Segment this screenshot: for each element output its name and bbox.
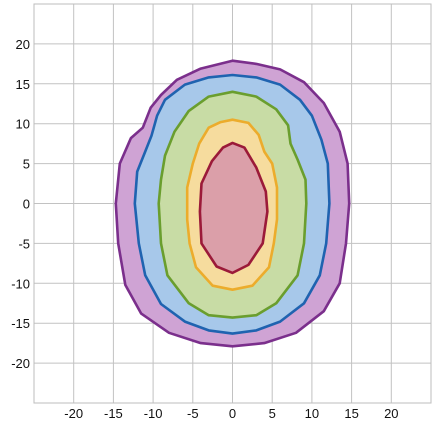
contour-areas [114,59,351,348]
y-tick-label: 0 [23,197,30,212]
y-tick-label: -20 [11,356,30,371]
y-tick-label: 20 [16,37,30,52]
x-axis-tick-labels: -20 -15 -10 -5 0 5 10 15 20 [64,406,398,421]
contour-level-5 [198,141,269,275]
x-tick-label: 10 [305,406,319,421]
x-tick-label: 5 [269,406,276,421]
x-tick-label: 15 [344,406,358,421]
x-tick-label: -10 [144,406,163,421]
y-tick-label: 15 [16,77,30,92]
y-axis-tick-labels: 20 15 10 5 0 -5 -10 -15 -20 [11,37,30,371]
y-tick-label: -15 [11,316,30,331]
x-tick-label: 0 [229,406,236,421]
y-tick-label: 5 [23,157,30,172]
x-tick-label: -15 [104,406,123,421]
y-tick-label: 10 [16,117,30,132]
plot-frame [33,3,432,404]
x-tick-label: -20 [64,406,83,421]
y-tick-label: -5 [18,236,30,251]
x-tick-label: -5 [187,406,199,421]
y-tick-label: -10 [11,276,30,291]
x-tick-label: 20 [384,406,398,421]
